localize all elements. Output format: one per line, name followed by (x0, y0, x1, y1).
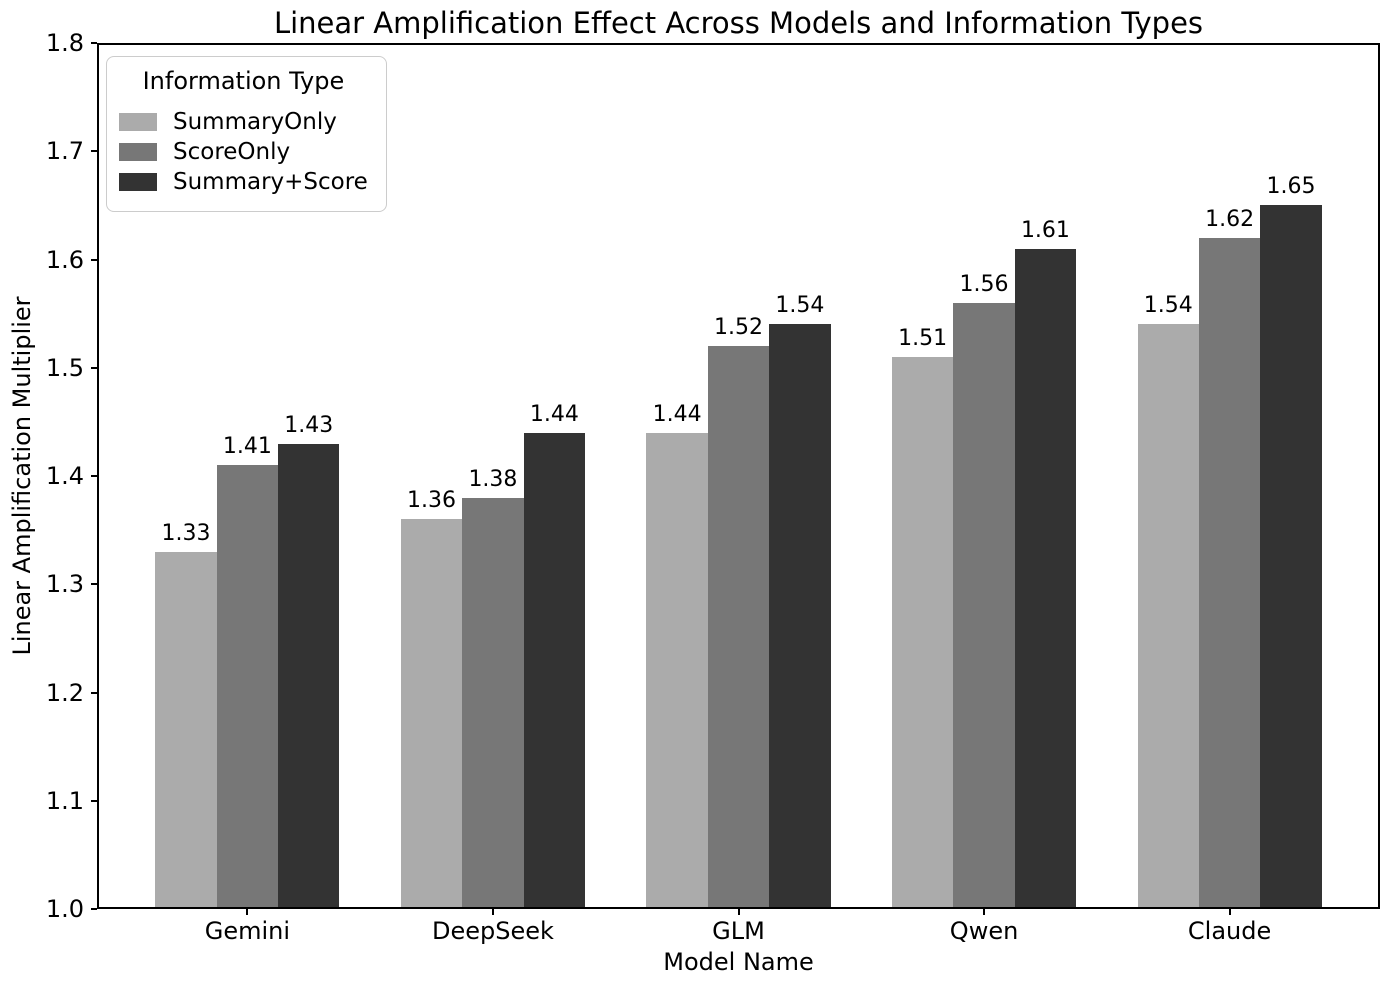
bar-value-label: 1.54 (775, 293, 825, 319)
y-tick-label: 1.4 (45, 462, 84, 490)
bar (646, 432, 708, 909)
bar (155, 551, 217, 909)
x-tick-mark (983, 909, 986, 915)
y-tick-mark (91, 42, 97, 44)
bar (1014, 248, 1077, 909)
x-tick-mark (246, 909, 249, 915)
legend-item-label: SummaryOnly (173, 109, 337, 135)
legend-item: Summary+Score (119, 169, 368, 195)
legend-items: SummaryOnly ScoreOnly Summary+Score (119, 105, 368, 199)
x-tick-label: Gemini (204, 917, 291, 945)
bar-value-label: 1.44 (652, 401, 702, 427)
y-tick-mark (91, 258, 97, 261)
x-tick-mark (737, 909, 740, 915)
bar (278, 443, 340, 909)
y-tick-label: 1.7 (45, 137, 84, 166)
bar (891, 356, 954, 909)
bar-value-label: 1.65 (1266, 174, 1316, 200)
y-tick-label: 1.3 (45, 570, 84, 599)
y-tick-label: 1.8 (45, 29, 84, 57)
bar (400, 519, 463, 909)
y-tick-mark (91, 583, 97, 586)
x-tick-label: Claude (1187, 917, 1272, 945)
y-tick-label: 1.0 (45, 895, 84, 923)
bar (953, 302, 1015, 909)
x-tick-mark (1228, 909, 1231, 915)
legend-item: SummaryOnly (119, 109, 368, 135)
y-tick-mark (91, 908, 97, 910)
bar-value-label: 1.44 (529, 401, 579, 427)
legend-swatch (119, 143, 157, 161)
bar-value-label: 1.61 (1020, 217, 1070, 243)
legend-item: ScoreOnly (119, 139, 368, 165)
bar-value-label: 1.33 (161, 520, 211, 546)
x-tick-label: GLM (712, 917, 765, 945)
bar (462, 497, 524, 909)
legend-title: Information Type (142, 67, 345, 95)
legend-box: Information Type SummaryOnly ScoreOnly Sum… (106, 56, 387, 212)
bar-value-label: 1.52 (714, 315, 763, 341)
bar-value-label: 1.51 (898, 325, 948, 351)
y-tick-mark (91, 799, 97, 802)
bar (523, 432, 586, 909)
bar-value-label: 1.54 (1143, 293, 1193, 319)
bar-value-label: 1.41 (222, 434, 272, 460)
bar (216, 465, 279, 909)
y-tick-label: 1.2 (45, 678, 84, 707)
bar-value-label: 1.38 (468, 466, 518, 492)
bar-value-label: 1.62 (1205, 206, 1255, 232)
bar (707, 346, 770, 909)
y-tick-label: 1.6 (45, 245, 84, 274)
y-tick-mark (91, 475, 97, 477)
legend-swatch (119, 173, 157, 191)
x-tick-label: DeepSeek (431, 917, 554, 945)
bar-value-label: 1.36 (407, 488, 457, 514)
y-tick-mark (91, 366, 97, 369)
y-tick-label: 1.5 (45, 353, 84, 382)
y-tick-mark (91, 691, 97, 694)
bar (1137, 324, 1199, 909)
bar (1260, 205, 1322, 909)
legend-item-label: ScoreOnly (173, 139, 291, 165)
chart-title: Linear Amplification Effect Across Model… (273, 6, 1204, 40)
bar (769, 324, 831, 909)
bar-value-label: 1.43 (284, 412, 334, 438)
legend-swatch (119, 113, 157, 131)
x-tick-mark (491, 909, 494, 915)
x-tick-label: Qwen (949, 917, 1019, 945)
y-tick-mark (91, 150, 97, 153)
bar-value-label: 1.56 (959, 271, 1009, 297)
legend-item-label: Summary+Score (173, 169, 368, 195)
x-axis-label: Model Name (663, 948, 814, 976)
y-tick-label: 1.1 (45, 786, 84, 815)
bar (1198, 237, 1261, 909)
